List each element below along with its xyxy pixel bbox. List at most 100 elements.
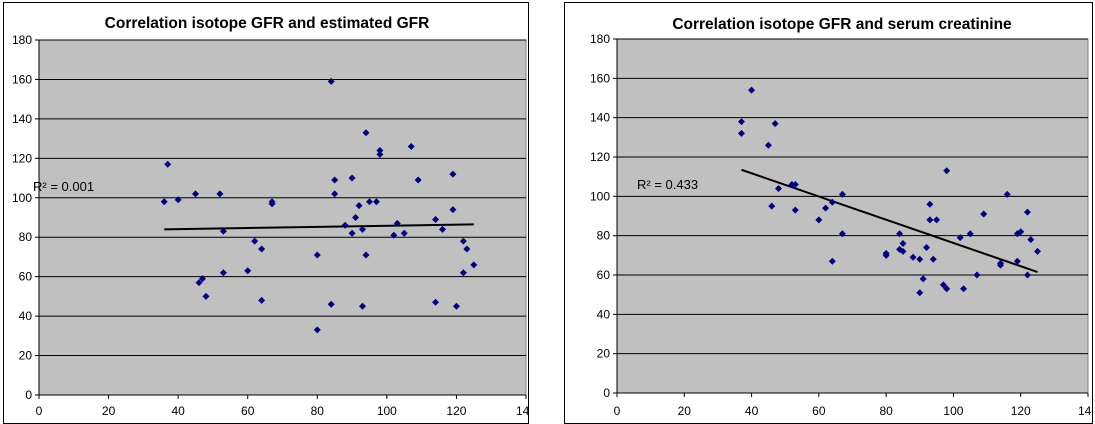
data-point (407, 143, 415, 150)
y-tick-label: 100 (590, 189, 610, 203)
chart-left-canvas: Correlation isotope GFR and estimated GF… (12, 15, 528, 418)
data-point (926, 200, 934, 208)
data-point (313, 326, 321, 334)
data-point (393, 219, 401, 227)
y-tick-label: 20 (597, 347, 611, 361)
data-point (1027, 236, 1035, 244)
data-point (359, 225, 367, 233)
data-point (828, 257, 836, 265)
data-point (174, 196, 182, 204)
x-tick-label: 60 (812, 404, 826, 418)
data-point (929, 255, 937, 263)
x-tick-label: 20 (102, 404, 116, 418)
y-tick-label: 0 (25, 388, 32, 402)
data-point (896, 230, 904, 238)
x-tick-label: 120 (1011, 404, 1031, 418)
data-point (815, 216, 823, 224)
y-tick-label: 0 (603, 386, 610, 400)
y-tick-label: 180 (12, 33, 32, 47)
data-point (251, 237, 259, 245)
data-point (1034, 247, 1042, 255)
data-point (365, 198, 373, 206)
data-point (327, 300, 335, 308)
data-point (331, 176, 339, 184)
y-tick-label: 140 (12, 112, 32, 126)
data-point (352, 214, 360, 221)
data-point (916, 255, 924, 263)
y-tick-label: 80 (19, 230, 33, 244)
data-point (258, 296, 266, 304)
x-tick-label: 40 (745, 404, 759, 418)
data-point (400, 229, 408, 237)
data-point (926, 216, 934, 224)
y-tick-label: 140 (590, 111, 610, 125)
data-point (997, 259, 1005, 267)
data-point (376, 150, 384, 158)
data-point (737, 118, 745, 126)
data-point (449, 206, 457, 214)
x-tick-label: 60 (241, 404, 255, 418)
data-point (258, 245, 266, 253)
data-point (202, 292, 210, 300)
data-point (313, 251, 321, 259)
x-tick-label: 120 (446, 404, 466, 418)
y-tick-label: 40 (597, 307, 611, 321)
x-tick-label: 140 (1078, 404, 1093, 418)
chart-title: Correlation isotope GFR and serum creati… (672, 16, 1012, 33)
data-point (956, 234, 964, 242)
data-point (390, 231, 398, 239)
chart-right: Correlation isotope GFR and serum creati… (564, 2, 1093, 424)
data-point (838, 190, 846, 198)
data-point (1023, 271, 1031, 279)
data-point (459, 269, 467, 277)
r-squared-label: R² = 0.433 (637, 177, 698, 192)
data-point (348, 174, 356, 182)
x-tick-label: 80 (879, 404, 893, 418)
data-point (439, 225, 447, 233)
data-point (216, 190, 224, 198)
y-tick-label: 120 (12, 151, 32, 165)
data-point (449, 170, 457, 178)
data-point (1023, 208, 1031, 216)
trendline (164, 223, 474, 231)
x-tick-label: 100 (377, 404, 397, 418)
data-point (452, 302, 460, 310)
data-point (939, 281, 947, 289)
x-tick-label: 0 (614, 404, 621, 418)
data-point (916, 289, 924, 297)
data-point (348, 229, 356, 237)
data-point (768, 202, 776, 210)
data-point (432, 215, 440, 223)
data-point (164, 160, 172, 168)
y-tick-label: 60 (597, 268, 611, 282)
data-point (822, 204, 830, 212)
y-tick-label: 180 (590, 32, 610, 46)
data-point (973, 271, 981, 279)
data-point (198, 275, 206, 283)
y-tick-label: 20 (19, 349, 33, 363)
data-point (737, 129, 745, 137)
data-point (432, 298, 440, 306)
data-point (791, 181, 799, 189)
data-point (966, 230, 974, 238)
data-point (160, 198, 168, 206)
data-point (359, 302, 367, 310)
data-point (327, 77, 335, 85)
data-point (470, 261, 478, 269)
data-point (774, 184, 782, 192)
chart-right-canvas: Correlation isotope GFR and serum creati… (590, 16, 1093, 418)
x-tick-label: 40 (171, 404, 185, 418)
y-tick-label: 80 (597, 229, 611, 243)
data-point (376, 146, 384, 154)
data-point (331, 190, 339, 198)
y-tick-label: 60 (19, 270, 33, 284)
chart-left: Correlation isotope GFR and estimated GF… (3, 2, 529, 424)
y-tick-label: 160 (12, 72, 32, 86)
data-point (219, 227, 227, 235)
x-tick-label: 20 (678, 404, 692, 418)
data-point (414, 176, 422, 184)
data-point (943, 167, 951, 175)
data-point (1013, 257, 1021, 265)
data-point (882, 249, 890, 257)
data-point (268, 198, 276, 206)
